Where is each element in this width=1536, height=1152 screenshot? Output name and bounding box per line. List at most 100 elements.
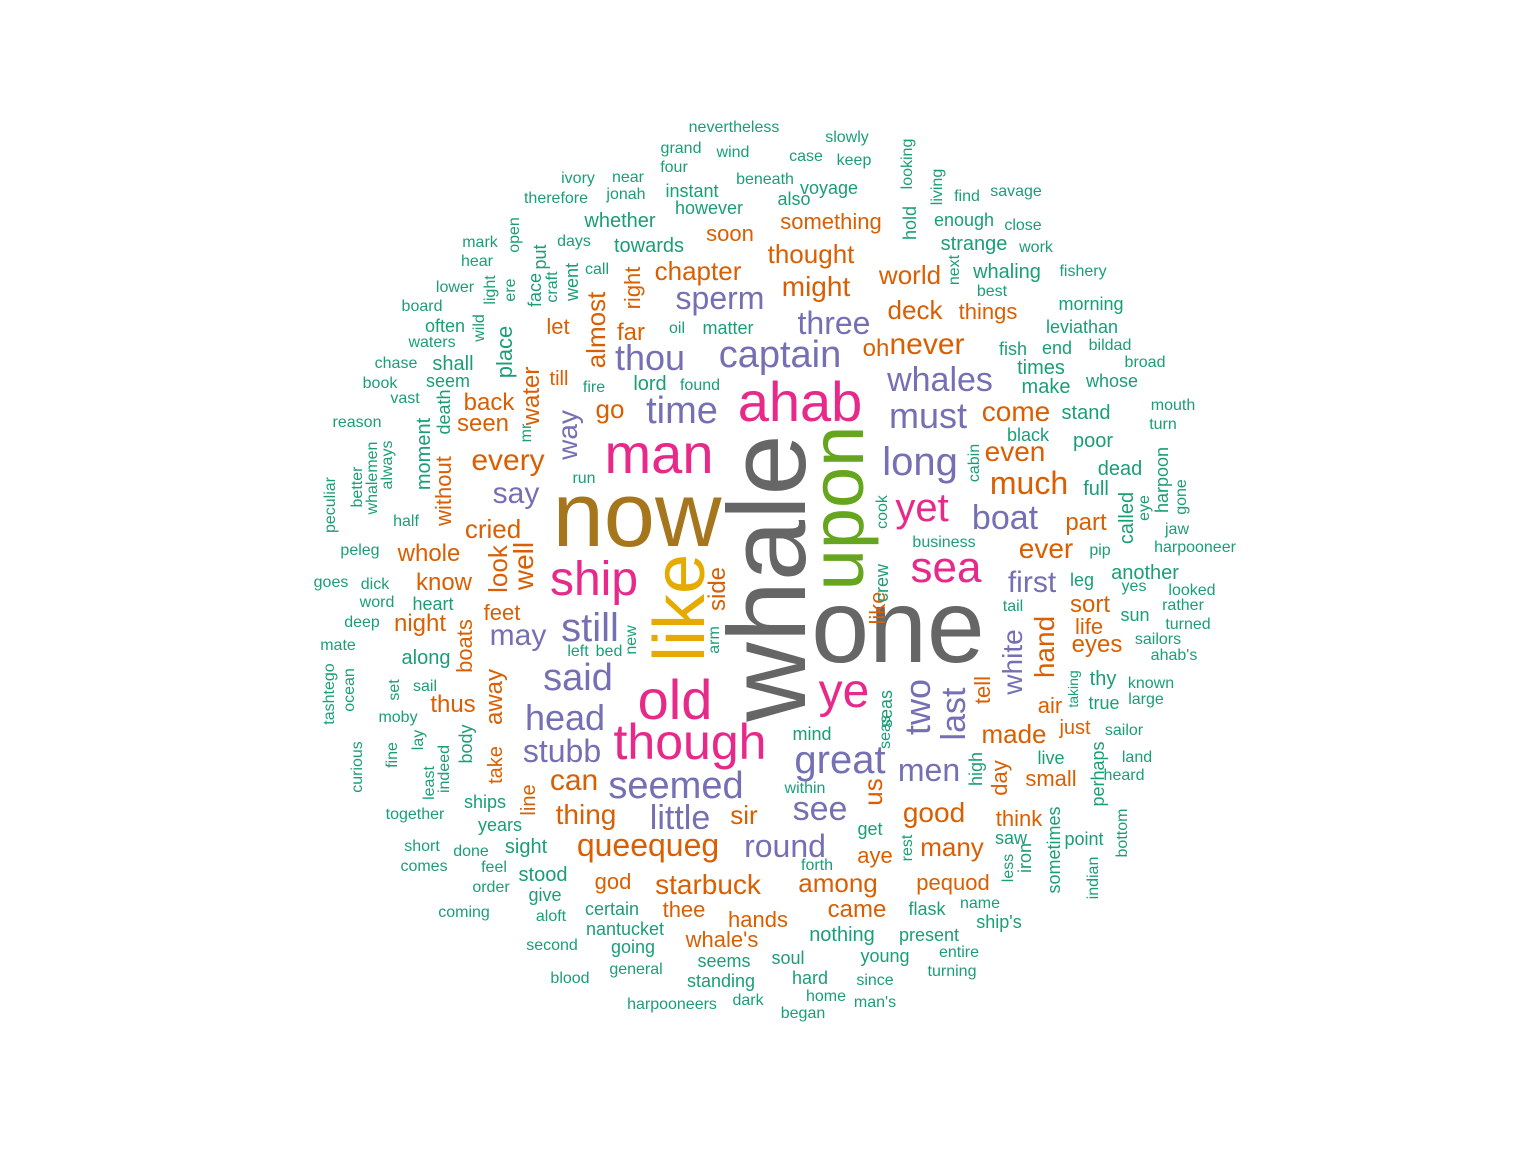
- cloud-word: part: [1065, 509, 1107, 536]
- cloud-word: said: [543, 657, 613, 699]
- cloud-word: face: [525, 272, 545, 308]
- cloud-word: towards: [613, 235, 685, 257]
- cloud-word: boats: [452, 619, 477, 673]
- cloud-word: cook: [874, 495, 891, 529]
- cloud-word: ahab: [737, 370, 863, 433]
- cloud-word: work: [1019, 239, 1053, 256]
- cloud-word: gone: [1173, 479, 1190, 515]
- cloud-word: heart: [412, 594, 454, 614]
- cloud-word: fishery: [1059, 263, 1107, 280]
- cloud-word: living: [929, 168, 946, 206]
- cloud-word: wild: [471, 314, 488, 342]
- cloud-word: back: [463, 389, 515, 416]
- cloud-word: short: [404, 838, 440, 855]
- cloud-word: business: [912, 534, 976, 551]
- cloud-word: eyes: [1071, 631, 1123, 658]
- cloud-word: eye: [1136, 495, 1153, 521]
- cloud-word: hold: [900, 205, 920, 241]
- cloud-word: among: [798, 868, 878, 898]
- cloud-word: queequeg: [576, 827, 720, 863]
- cloud-word: place: [492, 325, 517, 379]
- cloud-word: whole: [397, 540, 461, 567]
- cloud-word: broad: [1124, 354, 1166, 371]
- cloud-word: yes: [1121, 578, 1147, 595]
- cloud-word: pequod: [916, 870, 990, 895]
- cloud-word: rest: [899, 834, 916, 862]
- cloud-word: tell: [970, 675, 995, 705]
- cloud-word: craft: [544, 271, 561, 303]
- cloud-word: ship's: [976, 912, 1022, 932]
- cloud-word: flask: [908, 899, 946, 919]
- cloud-word: two: [897, 678, 938, 736]
- cloud-word: turning: [927, 963, 977, 980]
- cloud-word: good: [902, 797, 966, 828]
- cloud-word: known: [1127, 675, 1175, 692]
- cloud-word: aloft: [535, 908, 567, 925]
- cloud-word: man's: [853, 994, 897, 1011]
- cloud-word: lower: [435, 279, 475, 296]
- cloud-word: oil: [668, 320, 686, 337]
- cloud-word: sailor: [1104, 722, 1144, 739]
- cloud-word: savage: [990, 183, 1042, 200]
- cloud-word: point: [1064, 829, 1104, 849]
- cloud-word: hear: [460, 253, 494, 270]
- cloud-word: ocean: [341, 668, 358, 712]
- cloud-word: mind: [792, 724, 832, 744]
- cloud-word: say: [492, 477, 540, 510]
- cloud-word: just: [1059, 717, 1091, 739]
- cloud-word: sail: [412, 678, 438, 695]
- cloud-word: well: [508, 541, 539, 591]
- cloud-word: ahab's: [1150, 647, 1198, 664]
- cloud-word: whaling: [973, 261, 1041, 283]
- cloud-word: sea: [910, 543, 982, 592]
- cloud-word: made: [981, 719, 1047, 749]
- cloud-word: might: [781, 271, 851, 302]
- cloud-word: curious: [349, 741, 366, 793]
- cloud-word: feet: [483, 600, 521, 625]
- cloud-word: hands: [728, 907, 788, 932]
- cloud-word: went: [562, 262, 582, 302]
- cloud-word: also: [777, 189, 811, 209]
- cloud-word: every: [471, 444, 545, 477]
- cloud-word: crew: [872, 563, 892, 603]
- cloud-word: sailors: [1134, 631, 1182, 648]
- cloud-word: indian: [1085, 856, 1102, 900]
- cloud-word: perhaps: [1088, 741, 1108, 807]
- cloud-word: round: [744, 828, 826, 864]
- cloud-word: end: [1041, 338, 1073, 358]
- cloud-word: till: [549, 368, 569, 390]
- cloud-word: slowly: [825, 129, 869, 146]
- cloud-word: never: [889, 328, 965, 361]
- cloud-word: keep: [836, 152, 872, 169]
- cloud-word: one: [811, 569, 985, 685]
- cloud-word: whose: [1085, 371, 1139, 391]
- cloud-word: word: [359, 594, 395, 611]
- cloud-word: forth: [800, 857, 834, 874]
- cloud-word: black: [1006, 425, 1050, 445]
- cloud-word: much: [989, 465, 1069, 501]
- cloud-word: last: [935, 687, 973, 741]
- cloud-word: left: [567, 643, 589, 660]
- cloud-word: line: [518, 784, 540, 816]
- cloud-word: find: [954, 188, 980, 205]
- cloud-word: goes: [313, 574, 349, 591]
- cloud-word: make: [1021, 376, 1071, 398]
- cloud-word: land: [1121, 749, 1153, 766]
- cloud-word: comes: [400, 858, 448, 875]
- cloud-word: hand: [1029, 615, 1060, 679]
- cloud-word: next: [946, 254, 963, 286]
- cloud-word: poor: [1072, 430, 1114, 452]
- cloud-word: indeed: [436, 744, 453, 794]
- cloud-word: little: [649, 799, 711, 837]
- cloud-word: air: [1037, 693, 1063, 718]
- cloud-word: seas: [877, 715, 894, 749]
- cloud-word: half: [393, 513, 419, 530]
- cloud-word: take: [485, 746, 507, 784]
- cloud-word: starbuck: [655, 869, 761, 900]
- cloud-word: order: [472, 879, 510, 896]
- cloud-word: leviathan: [1045, 317, 1119, 337]
- cloud-word: whale's: [685, 927, 759, 952]
- cloud-word: old: [637, 668, 713, 731]
- cloud-word: high: [966, 751, 986, 787]
